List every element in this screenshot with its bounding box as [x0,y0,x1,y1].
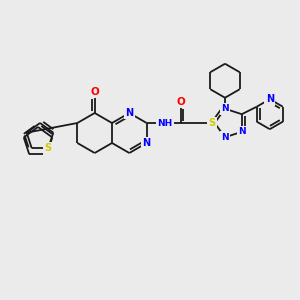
Text: O: O [176,97,185,107]
Text: N: N [221,104,229,113]
Text: N: N [266,94,274,104]
Text: N: N [221,133,229,142]
Text: N: N [238,127,246,136]
Text: O: O [90,87,99,97]
Text: N: N [125,108,134,118]
Text: N: N [142,138,151,148]
Text: NH: NH [157,118,172,127]
Text: S: S [208,118,215,128]
Text: S: S [45,143,52,153]
